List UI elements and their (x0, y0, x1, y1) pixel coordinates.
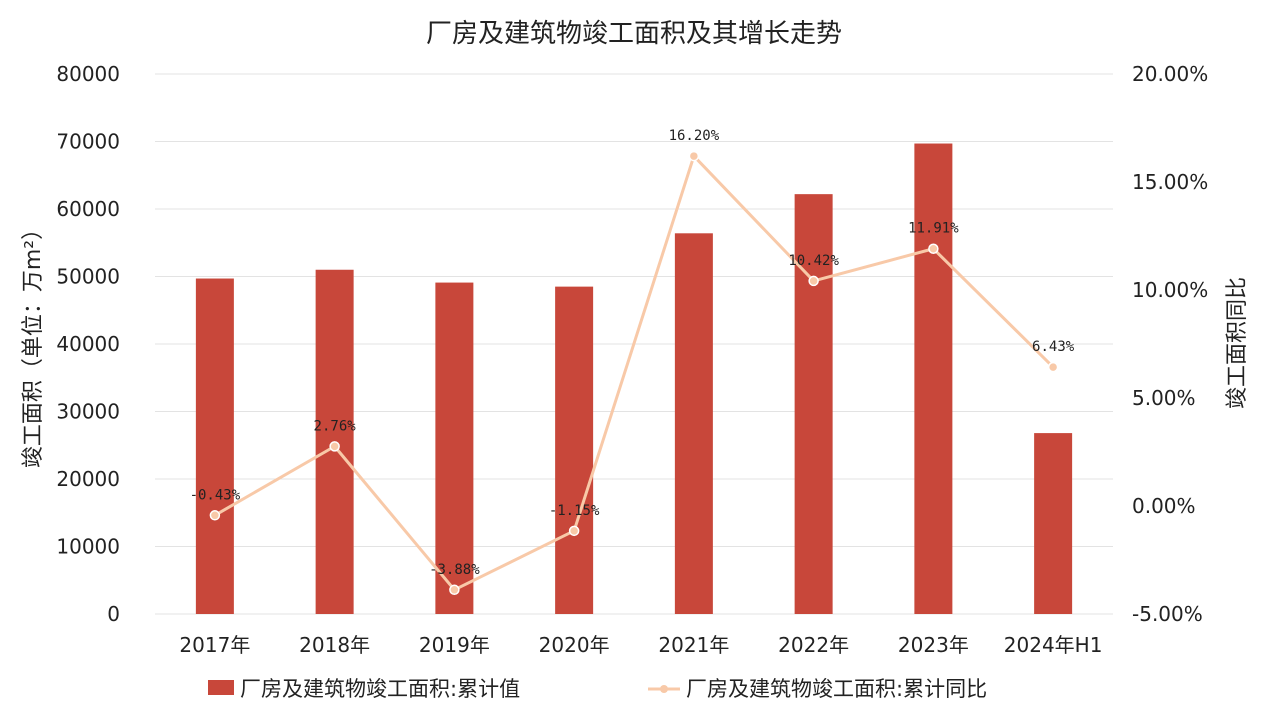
left-tick-label: 30000 (56, 400, 120, 424)
left-axis-label: 竣工面积（单位：万m²） (21, 218, 46, 468)
legend-line-label: 厂房及建筑物竣工面积:累计同比 (686, 677, 987, 701)
left-tick-label: 20000 (56, 467, 120, 491)
data-label: 16.20% (669, 128, 720, 144)
right-tick-label: -5.00% (1132, 602, 1203, 626)
bar (794, 194, 833, 614)
data-labels: -0.43% 2.76% -3.88% -1.15% 16.20% 10.42% 11.91… (190, 128, 1075, 578)
legend-line-marker (660, 685, 668, 693)
left-tick-label: 0 (107, 602, 120, 626)
line-point (808, 275, 819, 287)
line-series (209, 150, 1059, 596)
data-label: -3.88% (429, 562, 480, 578)
bar (195, 278, 234, 614)
x-tick-label: 2022年 (778, 633, 849, 657)
left-tick-label: 80000 (56, 62, 120, 86)
left-tick-label: 60000 (56, 197, 120, 221)
bar (555, 286, 594, 614)
line-point (568, 525, 580, 537)
data-label: -0.43% (190, 487, 241, 503)
left-tick-label: 70000 (56, 130, 120, 154)
x-tick-label: 2024年H1 (1004, 633, 1103, 657)
right-tick-label: 0.00% (1132, 494, 1196, 518)
right-axis-ticks: -5.00% 0.00% 5.00% 10.00% 15.00% 20.00% (1132, 62, 1208, 626)
data-label: -1.15% (549, 503, 600, 519)
right-tick-label: 15.00% (1132, 170, 1208, 194)
series-line (214, 154, 1055, 592)
line-point (209, 510, 221, 521)
left-tick-label: 50000 (56, 265, 120, 289)
data-label: 6.43% (1032, 339, 1075, 355)
x-tick-label: 2023年 (898, 633, 969, 657)
bar (674, 233, 713, 615)
legend-bar-label: 厂房及建筑物竣工面积:累计值 (240, 677, 520, 701)
data-label: 2.76% (314, 418, 357, 434)
bar (435, 282, 474, 614)
data-label: 10.42% (788, 253, 839, 269)
x-tick-label: 2019年 (419, 633, 490, 657)
line-point (928, 243, 939, 254)
bar-series (195, 143, 1073, 615)
left-axis-ticks: 0 10000 20000 30000 40000 50000 60000 70000 8000… (56, 62, 120, 626)
bar (1034, 433, 1073, 614)
bar (914, 143, 953, 614)
x-tick-label: 2021年 (658, 633, 729, 657)
right-tick-label: 10.00% (1132, 278, 1208, 302)
chart-title: 厂房及建筑物竣工面积及其增长走势 (426, 19, 842, 49)
x-tick-label: 2017年 (179, 633, 250, 657)
line-point (688, 150, 700, 162)
line-point (1047, 361, 1059, 373)
x-tick-label: 2018年 (299, 633, 370, 657)
right-axis-label: 竣工面积同比 (1225, 277, 1250, 409)
right-tick-label: 5.00% (1132, 386, 1196, 410)
data-label: 11.91% (908, 221, 959, 237)
left-tick-label: 40000 (56, 332, 120, 356)
legend: 厂房及建筑物竣工面积:累计值 厂房及建筑物竣工面积:累计同比 (208, 677, 987, 701)
x-tick-label: 2020年 (539, 633, 610, 657)
line-point (329, 441, 340, 452)
right-tick-label: 20.00% (1132, 62, 1208, 86)
line-point (449, 584, 460, 596)
left-tick-label: 10000 (56, 535, 120, 559)
x-axis-ticks: 2017年 2018年 2019年 2020年 2021年 2022年 2023年 2024年… (179, 633, 1102, 657)
legend-bar-swatch (208, 680, 234, 695)
